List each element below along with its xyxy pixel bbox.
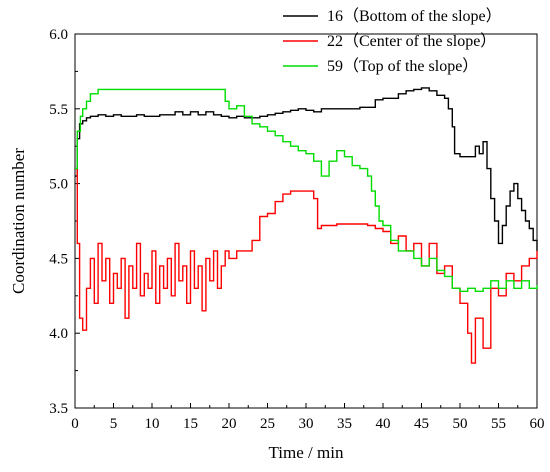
legend: 16（Bottom of the slope） 22（Center of the … xyxy=(283,7,502,75)
x-tick-label: 60 xyxy=(530,416,545,432)
x-tick-label: 45 xyxy=(414,416,429,432)
y-tick-label: 4.5 xyxy=(49,251,68,267)
legend-label: 16（Bottom of the slope） xyxy=(327,7,502,25)
x-tick-label: 0 xyxy=(71,416,79,432)
series-line-3 xyxy=(75,88,538,292)
x-tick-label: 30 xyxy=(299,416,314,432)
x-tick-label: 35 xyxy=(337,416,352,432)
legend-label: 22（Center of the slope） xyxy=(327,32,496,50)
y-tick-label: 3.5 xyxy=(49,401,68,417)
x-tick-label: 40 xyxy=(376,416,391,432)
x-axis-title: Time / min xyxy=(269,443,344,462)
series-line-1 xyxy=(75,87,538,251)
series-line-2 xyxy=(75,167,538,364)
y-tick-label: 5.5 xyxy=(49,102,68,118)
y-tick-label: 5.0 xyxy=(49,177,68,193)
y-tick-label: 6.0 xyxy=(49,27,68,43)
x-axis: 0 5 10 15 20 25 30 35 40 45 50 55 60 xyxy=(71,403,545,432)
series-layer xyxy=(75,87,538,364)
y-axis: 3.5 4.0 4.5 5.0 5.5 6.0 xyxy=(49,27,80,417)
x-tick-label: 25 xyxy=(260,416,275,432)
x-tick-label: 50 xyxy=(453,416,468,432)
x-tick-label: 10 xyxy=(145,416,160,432)
x-tick-label: 20 xyxy=(222,416,237,432)
y-axis-title: Coordination number xyxy=(9,148,28,294)
legend-label: 59（Top of the slope） xyxy=(327,57,478,75)
y-tick-label: 4.0 xyxy=(49,326,68,342)
x-tick-label: 15 xyxy=(183,416,198,432)
x-tick-label: 55 xyxy=(491,416,506,432)
x-tick-label: 5 xyxy=(110,416,118,432)
